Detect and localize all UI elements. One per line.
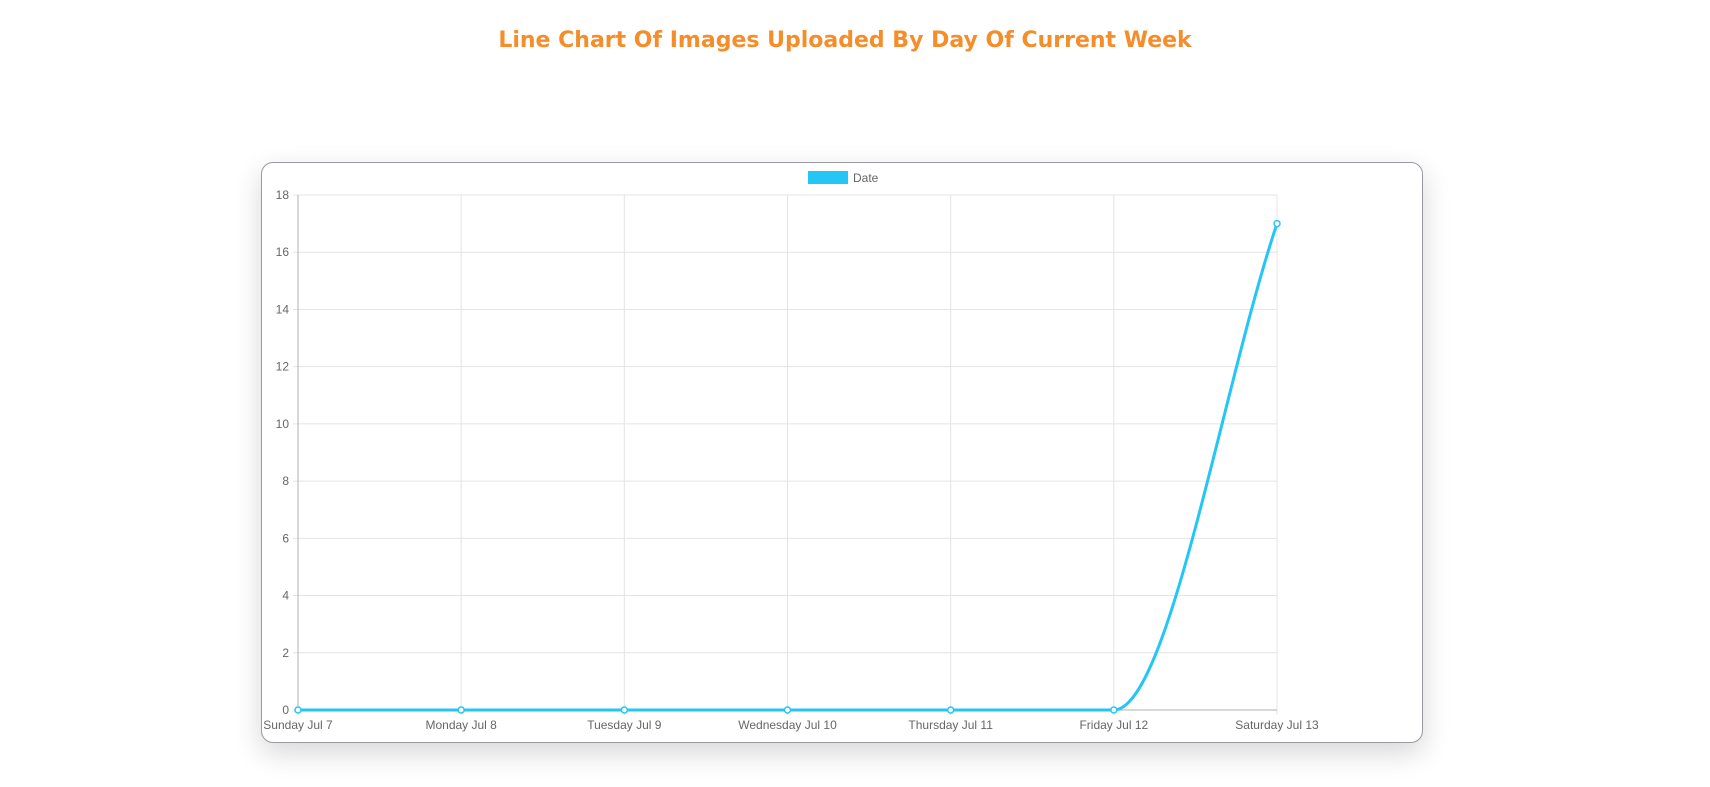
y-tick-label: 18	[276, 188, 290, 202]
legend-swatch[interactable]	[808, 171, 848, 184]
y-tick-label: 10	[276, 417, 290, 431]
data-point[interactable]	[1110, 706, 1118, 714]
data-point[interactable]	[946, 706, 955, 714]
y-tick-label: 6	[282, 531, 289, 545]
y-tick-label: 4	[282, 589, 289, 603]
page-title: Line Chart Of Images Uploaded By Day Of …	[498, 28, 1192, 53]
y-tick-label: 8	[282, 474, 289, 488]
x-tick-label: Tuesday Jul 9	[587, 718, 662, 732]
data-point[interactable]	[620, 706, 629, 714]
axis-layer: 0 2 4 6 8 10 12 14 16 18 Sunday Jul 7 Monday Jul 8 T…	[263, 188, 1319, 732]
chart-card: 0 2 4 6 8 10 12 14 16 18 Sunday Jul 7 Monday Jul 8 T…	[261, 162, 1423, 743]
y-tick-label: 12	[276, 360, 290, 374]
y-tick-label: 2	[282, 646, 289, 660]
x-tick-label: Thursday Jul 11	[908, 718, 993, 732]
y-tick-label: 0	[282, 703, 289, 717]
legend-label[interactable]: Date	[853, 171, 879, 185]
data-point[interactable]	[1273, 219, 1281, 228]
x-tick-label: Monday Jul 8	[425, 718, 497, 732]
x-tick-label: Saturday Jul 13	[1235, 718, 1319, 732]
x-tick-label: Wednesday Jul 10	[738, 718, 837, 732]
x-tick-label: Friday Jul 12	[1079, 718, 1148, 732]
x-tick-label: Sunday Jul 7	[263, 718, 333, 732]
y-tick-label: 14	[276, 302, 290, 316]
data-point[interactable]	[457, 706, 465, 714]
data-point[interactable]	[294, 706, 302, 714]
y-tick-label: 16	[276, 245, 290, 259]
grid-layer	[293, 194, 1278, 715]
series-line-date	[298, 223, 1279, 712]
line-chart: 0 2 4 6 8 10 12 14 16 18 Sunday Jul 7 Monday Jul 8 T…	[263, 171, 1319, 732]
data-point[interactable]	[783, 706, 792, 714]
series-layer	[294, 219, 1281, 714]
chart-legend[interactable]: Date	[808, 171, 879, 185]
